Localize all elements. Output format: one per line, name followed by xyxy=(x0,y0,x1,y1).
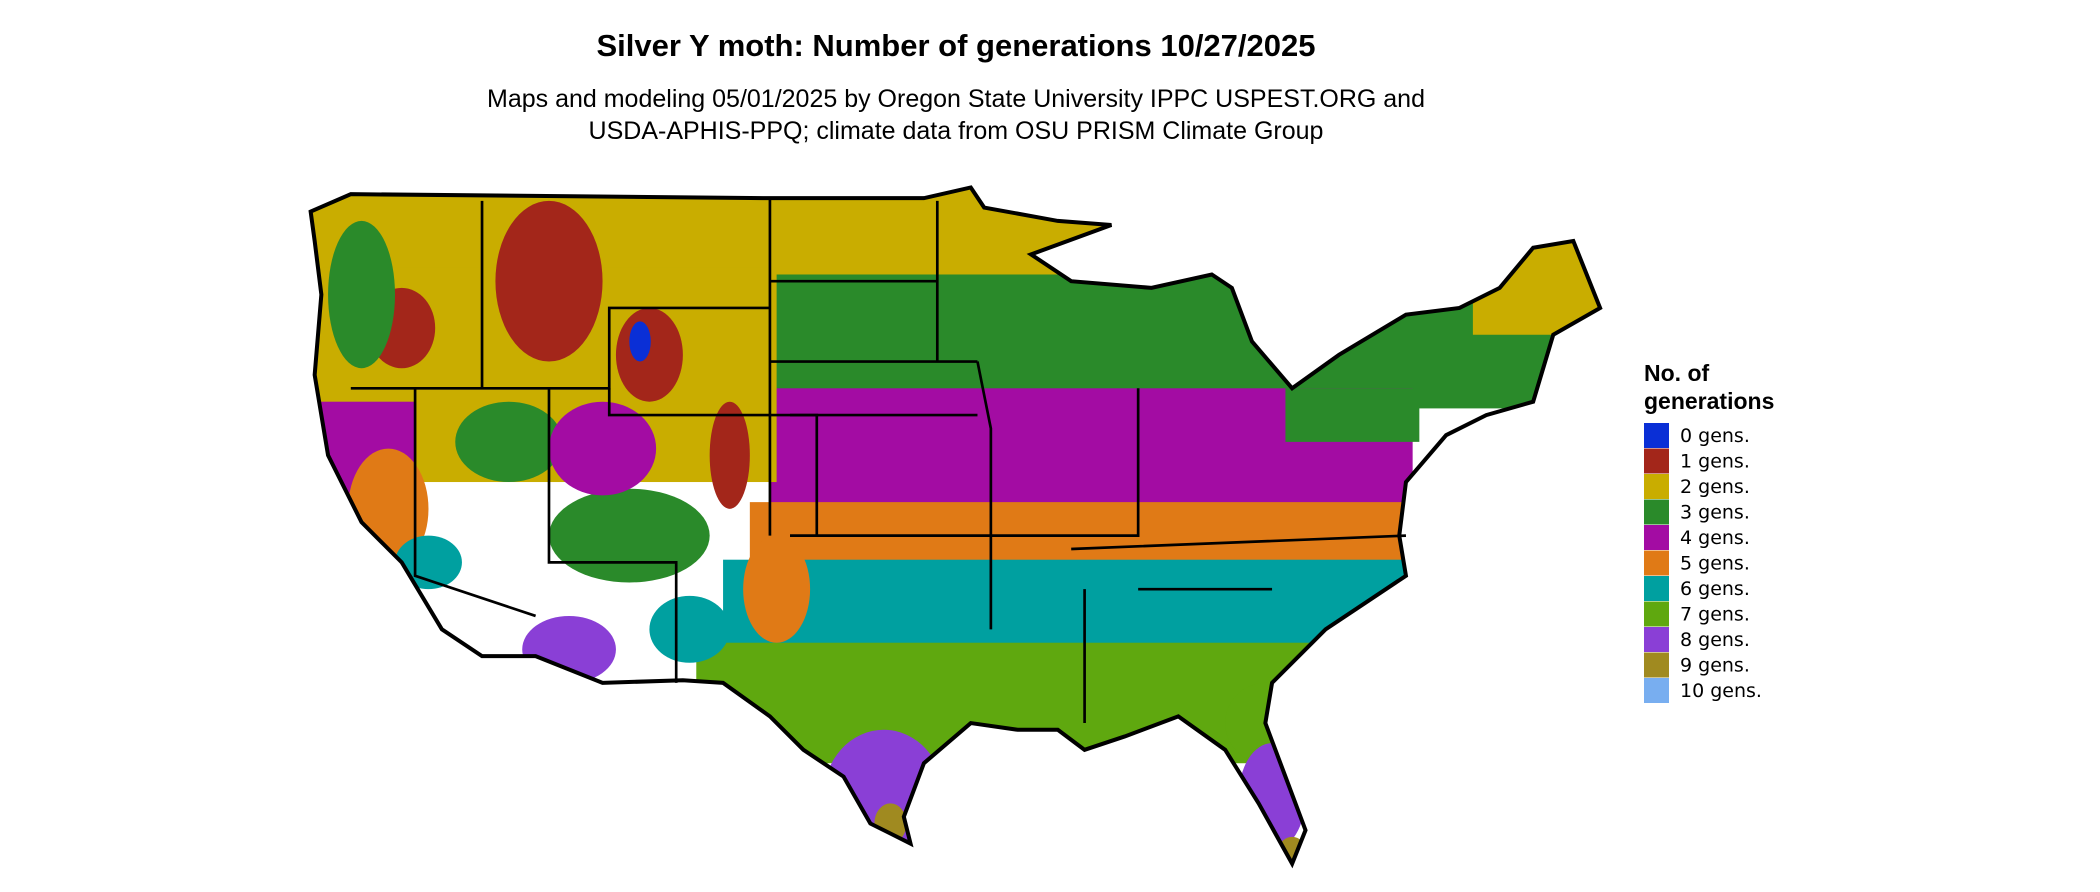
generation-zone xyxy=(1285,388,1420,442)
legend-label: 7 gens. xyxy=(1680,604,1750,626)
legend-label: 0 gens. xyxy=(1680,425,1750,447)
generation-zone xyxy=(328,220,396,369)
legend-label: 10 gens. xyxy=(1680,680,1762,702)
legend-label: 6 gens. xyxy=(1680,578,1750,600)
legend-label: 4 gens. xyxy=(1680,527,1750,549)
generation-zone xyxy=(723,559,1420,657)
generation-zone xyxy=(769,274,1360,402)
legend-label: 1 gens. xyxy=(1680,451,1750,473)
legend-swatch xyxy=(1644,627,1669,652)
legend-swatch xyxy=(1644,499,1669,525)
generation-zone xyxy=(548,488,710,583)
generation-zone xyxy=(649,595,730,663)
legend-swatch xyxy=(1644,576,1669,601)
legend-swatch xyxy=(1644,550,1669,576)
generation-zone xyxy=(548,401,657,496)
generation-zone xyxy=(629,321,651,362)
legend-swatch xyxy=(1644,678,1669,703)
generation-zone xyxy=(615,307,683,402)
map-subtitle: USDA-APHIS-PPQ; climate data from OSU PR… xyxy=(589,117,1324,145)
legend-swatch xyxy=(1644,601,1669,627)
legend-swatch xyxy=(1644,448,1669,474)
legend-swatch xyxy=(1644,474,1669,499)
map-subtitle: Maps and modeling 05/01/2025 by Oregon S… xyxy=(487,85,1425,113)
legend-swatch xyxy=(1644,652,1669,678)
legend: 0 gens. 1 gens. 2 gens. 3 gens. 4 gens. 5 gen… xyxy=(1644,423,1762,703)
generation-zone xyxy=(709,401,750,509)
generation-zone xyxy=(1238,743,1306,851)
generation-zone xyxy=(495,200,603,362)
legend-title: No. of xyxy=(1644,360,1709,386)
legend-swatch xyxy=(1644,525,1669,550)
legend-label: 5 gens. xyxy=(1680,553,1750,575)
us-map xyxy=(295,174,1634,864)
legend-swatch xyxy=(1644,423,1669,448)
generation-zone xyxy=(823,729,944,864)
legend-label: 2 gens. xyxy=(1680,476,1750,498)
generation-zone xyxy=(455,401,563,483)
map-title: Silver Y moth: Number of generations 10/… xyxy=(596,28,1315,63)
generation-zone xyxy=(743,535,811,643)
legend-label: 8 gens. xyxy=(1680,629,1750,651)
legend-label: 9 gens. xyxy=(1680,655,1750,677)
legend-label: 3 gens. xyxy=(1680,502,1750,524)
legend-title: generations xyxy=(1644,388,1774,414)
generation-zone xyxy=(522,615,616,683)
